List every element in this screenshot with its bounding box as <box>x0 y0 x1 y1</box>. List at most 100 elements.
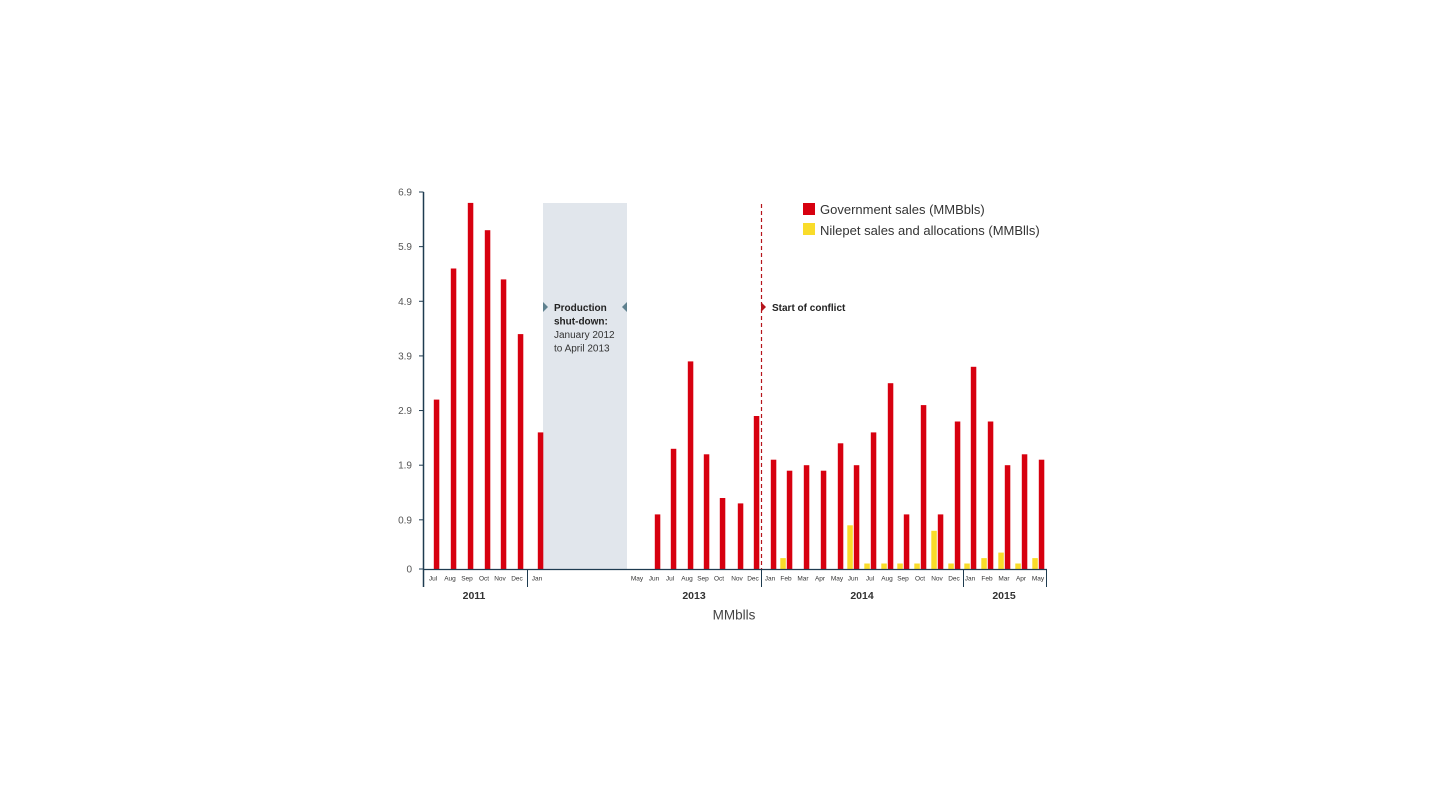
axes-group: 0 0.9 1.9 2.9 3.9 4.9 5.9 6.9 Jul Aug Sep Oct Nov Dec… <box>398 188 1047 602</box>
x-month-label: May <box>631 576 644 583</box>
government-sales-bar <box>903 514 910 569</box>
x-month-label: Nov <box>731 576 743 583</box>
government-sales-bar <box>770 459 777 569</box>
government-sales-bar <box>517 334 524 569</box>
government-sales-bar <box>484 230 491 569</box>
government-sales-bar <box>467 202 474 569</box>
government-sales-bar <box>786 470 793 569</box>
government-sales-bar <box>687 361 694 569</box>
nilepet-sales-bar <box>998 552 1004 569</box>
x-month-label: Jan <box>965 576 976 583</box>
x-month-label: Feb <box>780 576 792 583</box>
x-month-label: Jun <box>848 576 859 583</box>
y-tick-label: 3.9 <box>398 351 412 362</box>
nilepet-sales-bar <box>931 530 937 569</box>
x-month-label: Nov <box>931 576 943 583</box>
nilepet-sales-bar <box>1015 563 1021 569</box>
x-month-label: Dec <box>948 576 960 583</box>
nilepet-sales-bar <box>881 563 887 569</box>
shutdown-period-band <box>543 203 627 569</box>
government-sales-bar <box>737 503 744 569</box>
x-month-label: Jun <box>649 576 660 583</box>
government-sales-bar <box>753 416 760 569</box>
nilepet-sales-bar <box>1032 558 1038 569</box>
nilepet-sales-bar <box>914 563 920 569</box>
legend-label-government: Government sales (MMBbls) <box>820 202 985 217</box>
government-sales-bar <box>1004 465 1011 569</box>
x-month-label: Dec <box>747 576 759 583</box>
nilepet-sales-bar <box>981 558 987 569</box>
x-month-label: Mar <box>998 576 1010 583</box>
government-sales-bar <box>870 432 877 569</box>
government-sales-bar <box>433 399 440 569</box>
x-month-label: May <box>1032 576 1045 583</box>
shutdown-left-marker-icon <box>543 302 548 312</box>
x-month-label: Mar <box>797 576 809 583</box>
x-year-label: 2013 <box>682 590 706 602</box>
nilepet-sales-bar <box>948 563 954 569</box>
shutdown-title-line1: Production <box>554 303 607 314</box>
government-sales-bar <box>954 421 961 569</box>
nilepet-sales-bar <box>864 563 870 569</box>
government-sales-bar <box>970 366 977 569</box>
x-month-label: Dec <box>511 576 523 583</box>
x-month-label: Aug <box>881 576 893 583</box>
shutdown-title-line2: shut-down: <box>554 317 608 328</box>
x-month-label: Feb <box>981 576 993 583</box>
x-month-label: Jul <box>666 576 675 583</box>
x-month-label: Oct <box>714 576 724 583</box>
x-month-label: Jan <box>765 576 776 583</box>
x-year-label: 2015 <box>992 590 1016 602</box>
government-sales-bar <box>670 448 677 569</box>
government-sales-bar <box>537 432 544 569</box>
x-axis-title: MMblls <box>713 608 756 623</box>
government-sales-bar <box>853 465 860 569</box>
x-month-label: Oct <box>915 576 925 583</box>
government-sales-bar <box>937 514 944 569</box>
y-tick-label: 1.9 <box>398 461 412 472</box>
conflict-label: Start of conflict <box>772 303 846 314</box>
government-sales-bar <box>820 470 827 569</box>
y-tick-label: 0 <box>406 565 412 576</box>
y-tick-label: 2.9 <box>398 406 412 417</box>
y-tick-label: 4.9 <box>398 297 412 308</box>
nilepet-sales-bar <box>964 563 970 569</box>
x-month-label: Sep <box>697 576 709 583</box>
x-month-label: Aug <box>681 576 693 583</box>
x-month-label: Aug <box>444 576 456 583</box>
government-sales-bar <box>703 454 710 569</box>
government-sales-bar <box>803 465 810 569</box>
government-sales-bar <box>1021 454 1028 569</box>
x-year-label: 2011 <box>463 590 486 602</box>
government-sales-bar <box>719 498 726 569</box>
legend-label-nilepet: Nilepet sales and allocations (MMBlls) <box>820 223 1040 238</box>
nilepet-sales-bar <box>780 558 786 569</box>
government-sales-bar <box>837 443 844 569</box>
shutdown-date-line1: January 2012 <box>554 330 615 341</box>
government-sales-bar <box>920 405 927 569</box>
x-month-label: Sep <box>461 576 473 583</box>
government-sales-bar <box>654 514 661 569</box>
x-month-label: May <box>831 576 844 583</box>
x-month-label: Apr <box>815 576 826 583</box>
x-month-label: Jul <box>429 576 438 583</box>
shutdown-date-line2: to April 2013 <box>554 344 610 355</box>
x-month-label: Jul <box>866 576 875 583</box>
y-tick-label: 5.9 <box>398 242 412 253</box>
x-month-label: Nov <box>494 576 506 583</box>
x-month-label: Sep <box>897 576 909 583</box>
x-month-label: Apr <box>1016 576 1027 583</box>
government-sales-bar <box>987 421 994 569</box>
bars-group <box>433 202 1045 569</box>
legend-swatch-nilepet <box>803 223 815 235</box>
conflict-marker-icon <box>761 302 766 312</box>
nilepet-sales-bar <box>847 525 853 569</box>
y-tick-label: 6.9 <box>398 188 412 199</box>
government-sales-bar <box>500 279 507 569</box>
government-sales-bar <box>887 383 894 569</box>
government-sales-bar <box>450 268 457 569</box>
x-month-label: Jan <box>532 576 543 583</box>
shutdown-right-marker-icon <box>622 302 627 312</box>
legend-swatch-government <box>803 203 815 215</box>
